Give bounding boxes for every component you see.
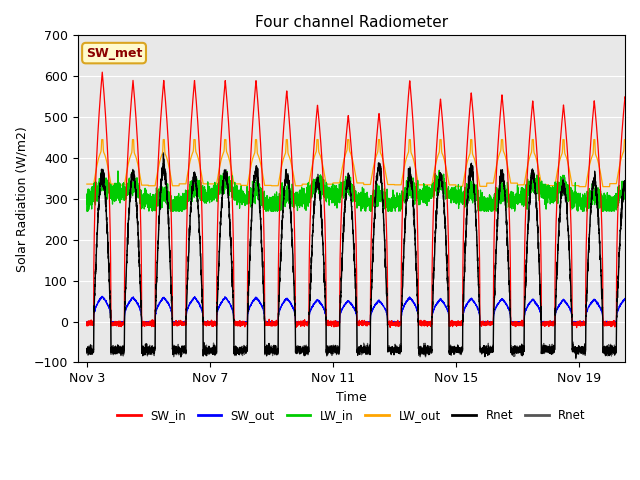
Y-axis label: Solar Radiation (W/m2): Solar Radiation (W/m2) (15, 126, 28, 272)
X-axis label: Time: Time (336, 391, 367, 404)
Text: SW_met: SW_met (86, 47, 142, 60)
Legend: SW_in, SW_out, LW_in, LW_out, Rnet, Rnet: SW_in, SW_out, LW_in, LW_out, Rnet, Rnet (112, 404, 590, 427)
Title: Four channel Radiometer: Four channel Radiometer (255, 15, 448, 30)
